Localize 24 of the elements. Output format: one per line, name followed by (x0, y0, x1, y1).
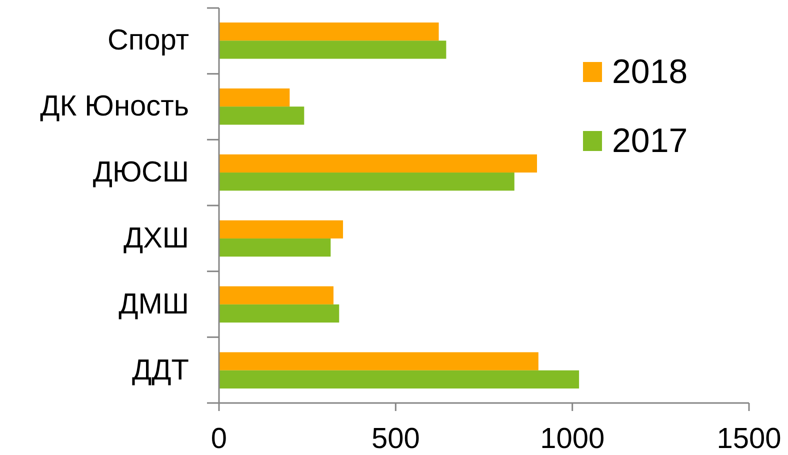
bar (219, 106, 304, 125)
x-tick-label: 0 (210, 423, 228, 455)
bar (219, 88, 290, 107)
bar (219, 352, 538, 370)
y-tick-label: ДМШ (118, 288, 189, 320)
bar (219, 304, 340, 323)
y-tick-label: ДДТ (132, 354, 190, 386)
bar (219, 238, 331, 257)
bar (219, 40, 446, 59)
bar (219, 154, 537, 173)
x-tick-label: 1500 (716, 423, 782, 455)
y-tick-label: ДХШ (123, 222, 189, 254)
x-tick-label: 1000 (540, 423, 605, 455)
bar (219, 286, 334, 304)
bar (219, 220, 344, 238)
bar (219, 22, 439, 41)
y-tick-label: ДЮСШ (92, 156, 189, 189)
y-tick-label: ДК Юность (40, 90, 189, 123)
y-tick-label: Спорт (107, 24, 189, 57)
bar (219, 370, 580, 388)
legend-label: 2018 (612, 53, 688, 91)
x-tick-label: 500 (371, 423, 420, 455)
bar (219, 172, 514, 191)
legend-label: 2017 (612, 122, 688, 160)
